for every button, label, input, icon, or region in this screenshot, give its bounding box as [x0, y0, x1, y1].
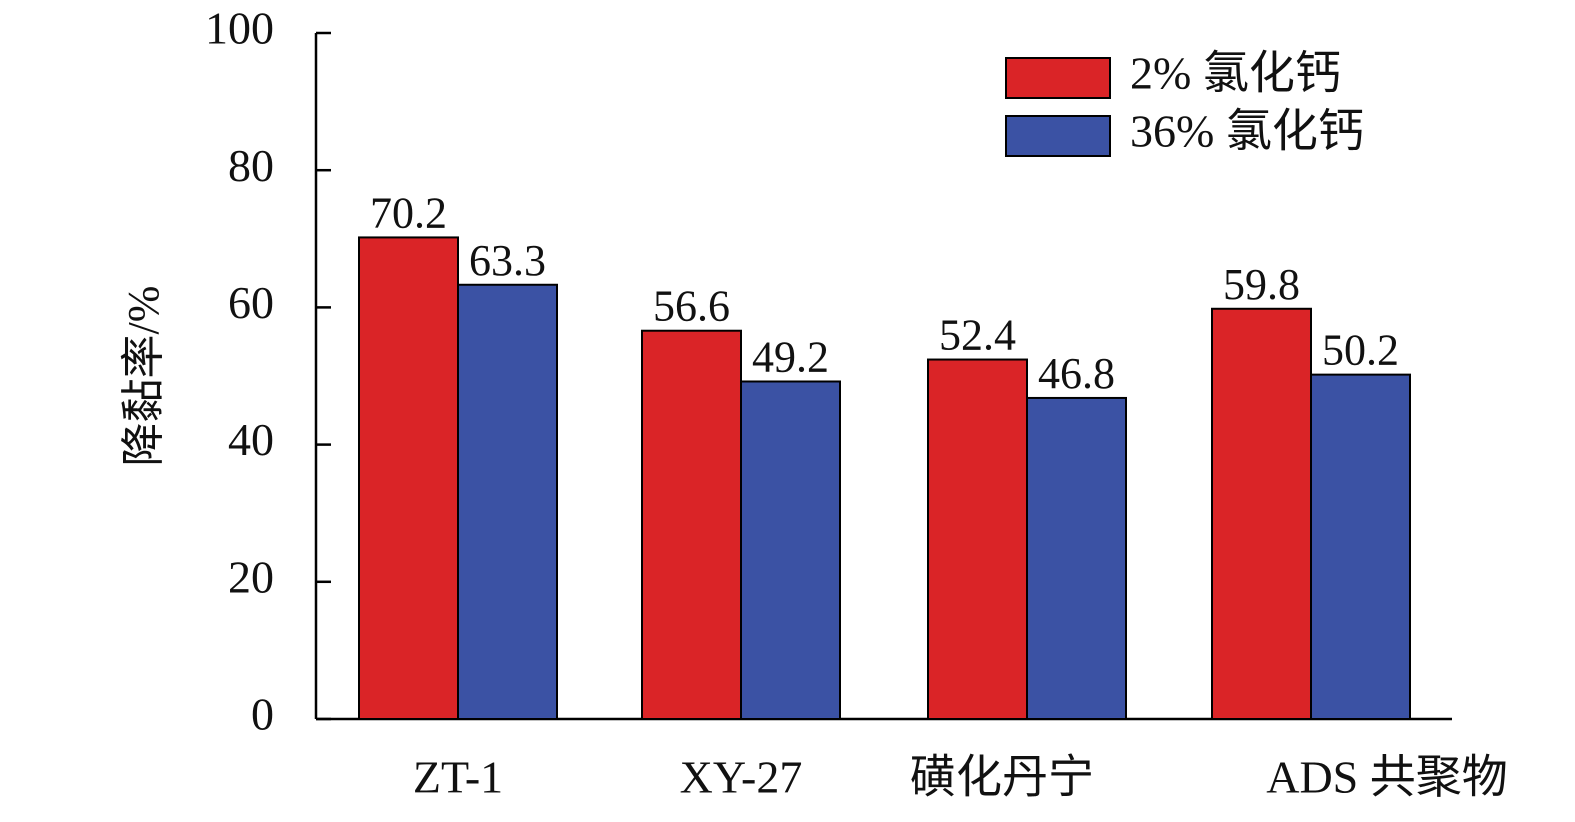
- bar-series2-2: [1026, 396, 1127, 720]
- y-tick-label: 60: [228, 277, 274, 328]
- x-tick-label: 磺化丹宁: [910, 752, 1094, 803]
- bar-value-label: 49.2: [752, 332, 829, 381]
- y-tick-label: 80: [228, 140, 274, 191]
- bar-value-label: 63.3: [469, 236, 546, 285]
- x-tick-label: ADS 共聚物: [1266, 752, 1508, 803]
- legend-swatch: [1005, 57, 1111, 99]
- y-tick-label: 100: [205, 3, 274, 54]
- bar-series1-3: [1211, 307, 1312, 720]
- x-axis-labels: ZT-1 XY-27 磺化丹宁 ADS 共聚物: [413, 752, 1508, 803]
- x-tick-label: ZT-1: [413, 752, 503, 803]
- bar-value-label: 59.8: [1223, 260, 1300, 309]
- y-axis-label: 降黏率/%: [119, 286, 168, 467]
- bar-series1-2: [927, 358, 1028, 720]
- y-tick-label: 40: [228, 414, 274, 465]
- legend-label: 2% 氯化钙: [1130, 48, 1341, 99]
- bar-series1-0: [358, 236, 459, 720]
- y-tick-label: 20: [228, 551, 274, 602]
- bar-series1-1: [641, 329, 742, 720]
- bar-value-label: 52.4: [939, 311, 1016, 360]
- x-tick-label: XY-27: [680, 752, 803, 803]
- bar-value-label: 46.8: [1038, 349, 1115, 398]
- y-tick-label: 0: [251, 689, 274, 740]
- bar-series2-0: [457, 283, 558, 720]
- bar-value-label: 56.6: [653, 282, 730, 331]
- y-ticks: 0 20 40 60 80 100: [205, 3, 331, 740]
- bar-value-label: 50.2: [1322, 326, 1399, 375]
- legend: 2% 氯化钙 36% 氯化钙: [1005, 48, 1364, 157]
- bar-value-label: 70.2: [370, 188, 447, 237]
- legend-swatch: [1005, 115, 1111, 157]
- bar-series2-1: [740, 380, 841, 720]
- bar-series2-3: [1310, 373, 1411, 720]
- value-labels: 70.2 56.6 52.4 59.8 63.3 49.2 46.8 50.2: [370, 188, 1399, 398]
- legend-label: 36% 氯化钙: [1130, 106, 1364, 157]
- bars: [358, 236, 1411, 720]
